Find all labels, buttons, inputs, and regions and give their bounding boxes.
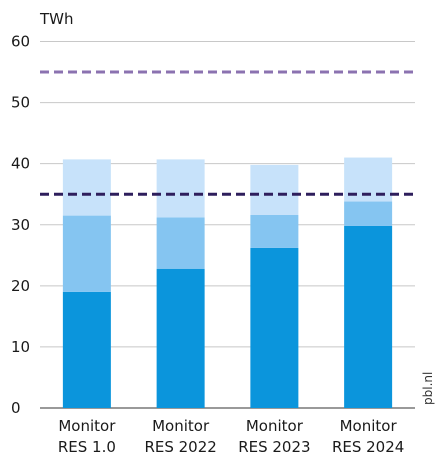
x-tick-label: RES 2024 (332, 438, 404, 456)
x-tick-label: Monitor (340, 417, 398, 435)
y-tick-label: 30 (11, 216, 30, 234)
x-tick-label: RES 2022 (144, 438, 216, 456)
y-tick-label: 50 (11, 94, 30, 112)
bar-segment (344, 225, 393, 408)
bar-segment (156, 159, 205, 218)
x-axis-labels: Monitor RES 1.0 Monitor RES 2022 Monitor RES … (58, 417, 404, 456)
y-tick-label: 20 (11, 277, 30, 295)
y-tick-label: 60 (11, 33, 30, 51)
x-tick-label: RES 1.0 (58, 438, 116, 456)
y-tick-label: 40 (11, 155, 30, 173)
bars (62, 157, 393, 408)
y-axis-ticks: 0 10 20 30 40 50 60 (11, 33, 30, 418)
bar-segment (344, 201, 393, 226)
y-axis-unit-label: TWh (39, 10, 74, 28)
bar-segment (250, 214, 299, 248)
bar-segment (62, 159, 111, 216)
bar-segment (62, 291, 111, 408)
x-tick-label: Monitor (246, 417, 304, 435)
x-tick-label: Monitor (152, 417, 210, 435)
y-tick-label: 10 (11, 338, 30, 356)
y-tick-label: 0 (11, 399, 21, 417)
source-credit: pbl.nl (421, 372, 435, 405)
bar-segment (62, 215, 111, 292)
bar-segment (156, 217, 205, 269)
reference-lines (40, 70, 415, 196)
x-tick-label: Monitor (58, 417, 116, 435)
bar-segment (250, 247, 299, 408)
x-tick-label: RES 2023 (238, 438, 310, 456)
bar-segment (156, 268, 205, 408)
bar-segment (250, 164, 299, 215)
